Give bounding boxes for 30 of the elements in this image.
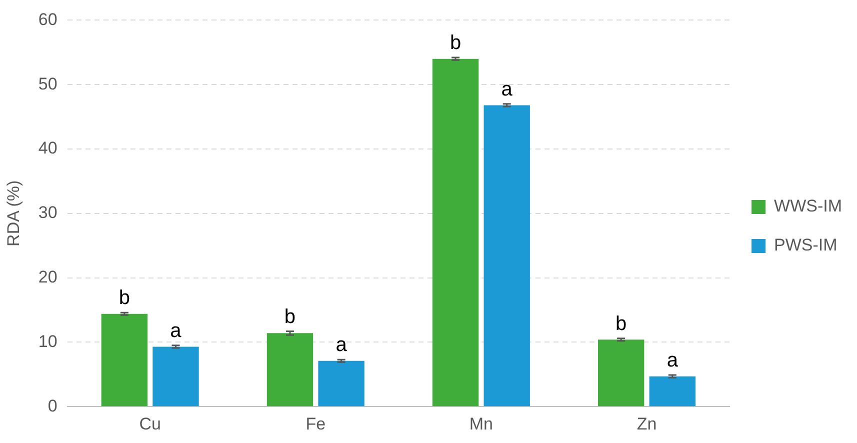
data-label: a [336, 334, 348, 356]
bar [432, 58, 479, 406]
bar [649, 376, 696, 406]
x-tick-label: Mn [469, 414, 494, 434]
data-label: b [450, 32, 462, 54]
legend-label: PWS-IM [774, 236, 838, 255]
data-label: b [284, 306, 296, 328]
data-label: a [501, 78, 514, 100]
y-tick-label: 50 [38, 74, 58, 94]
y-tick-label: 0 [48, 396, 58, 416]
data-label: b [616, 312, 627, 335]
bar [484, 105, 530, 406]
bar [101, 314, 148, 406]
bar [266, 333, 314, 406]
y-tick-label: 30 [38, 203, 58, 222]
data-label: b [118, 287, 130, 310]
data-label: a [170, 320, 182, 342]
x-tick-label: Fe [306, 414, 326, 434]
x-tick-label: Zn [636, 414, 657, 434]
data-label: a [666, 350, 679, 372]
bar [598, 340, 644, 406]
y-axis-title: RDA (%) [4, 180, 23, 246]
legend-label: WWS-IM [774, 196, 842, 216]
y-tick-label: 20 [38, 267, 58, 286]
bar [318, 360, 364, 406]
x-tick-label: Cu [139, 414, 161, 434]
bar [152, 346, 199, 406]
y-tick-label: 60 [38, 10, 58, 29]
y-tick-label: 10 [38, 332, 58, 351]
y-tick-label: 40 [38, 138, 58, 158]
